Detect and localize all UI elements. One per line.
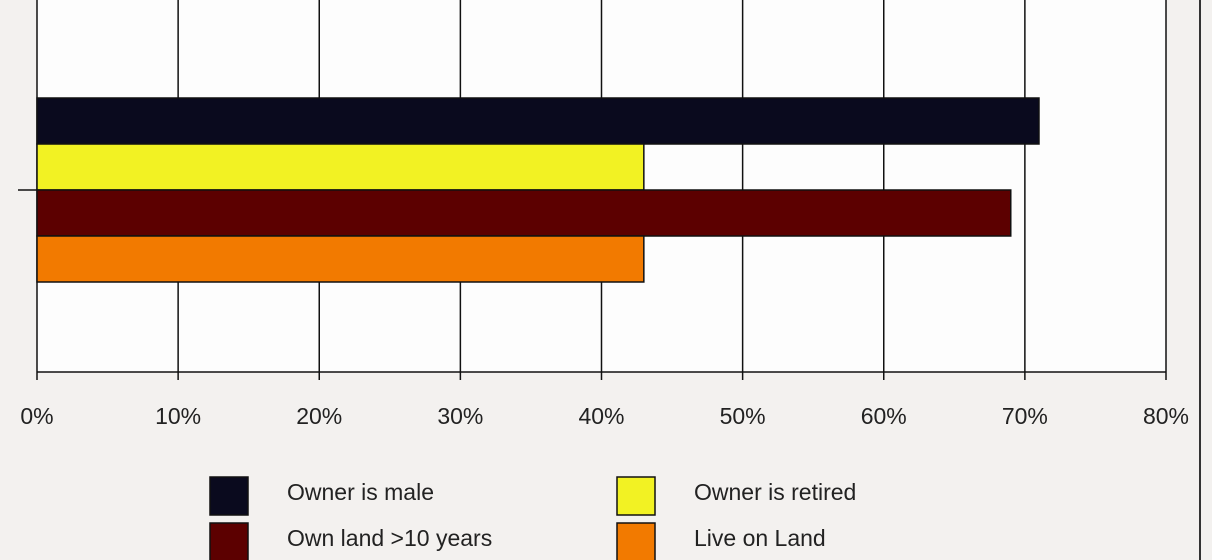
bar bbox=[36, 143, 645, 191]
x-tick-label: 60% bbox=[861, 403, 907, 429]
x-tick-label: 20% bbox=[296, 403, 342, 429]
x-tick-label: 10% bbox=[155, 403, 201, 429]
bar bbox=[36, 235, 645, 283]
legend-label: Owner is retired bbox=[694, 479, 856, 505]
legend-label: Own land >10 years bbox=[287, 525, 492, 551]
legend-swatch bbox=[209, 476, 249, 516]
bar bbox=[36, 97, 1040, 145]
x-tick-label: 40% bbox=[578, 403, 624, 429]
bar bbox=[36, 189, 1012, 237]
x-tick-label: 70% bbox=[1002, 403, 1048, 429]
legend-swatch bbox=[209, 522, 249, 560]
legend-swatch bbox=[616, 522, 656, 560]
x-tick-label: 30% bbox=[437, 403, 483, 429]
legend-label: Live on Land bbox=[694, 525, 826, 551]
legend-label: Owner is male bbox=[287, 479, 434, 505]
x-tick-label: 50% bbox=[720, 403, 766, 429]
legend-swatch bbox=[616, 476, 656, 516]
x-tick-label: 80% bbox=[1143, 403, 1189, 429]
x-tick-label: 0% bbox=[20, 403, 53, 429]
